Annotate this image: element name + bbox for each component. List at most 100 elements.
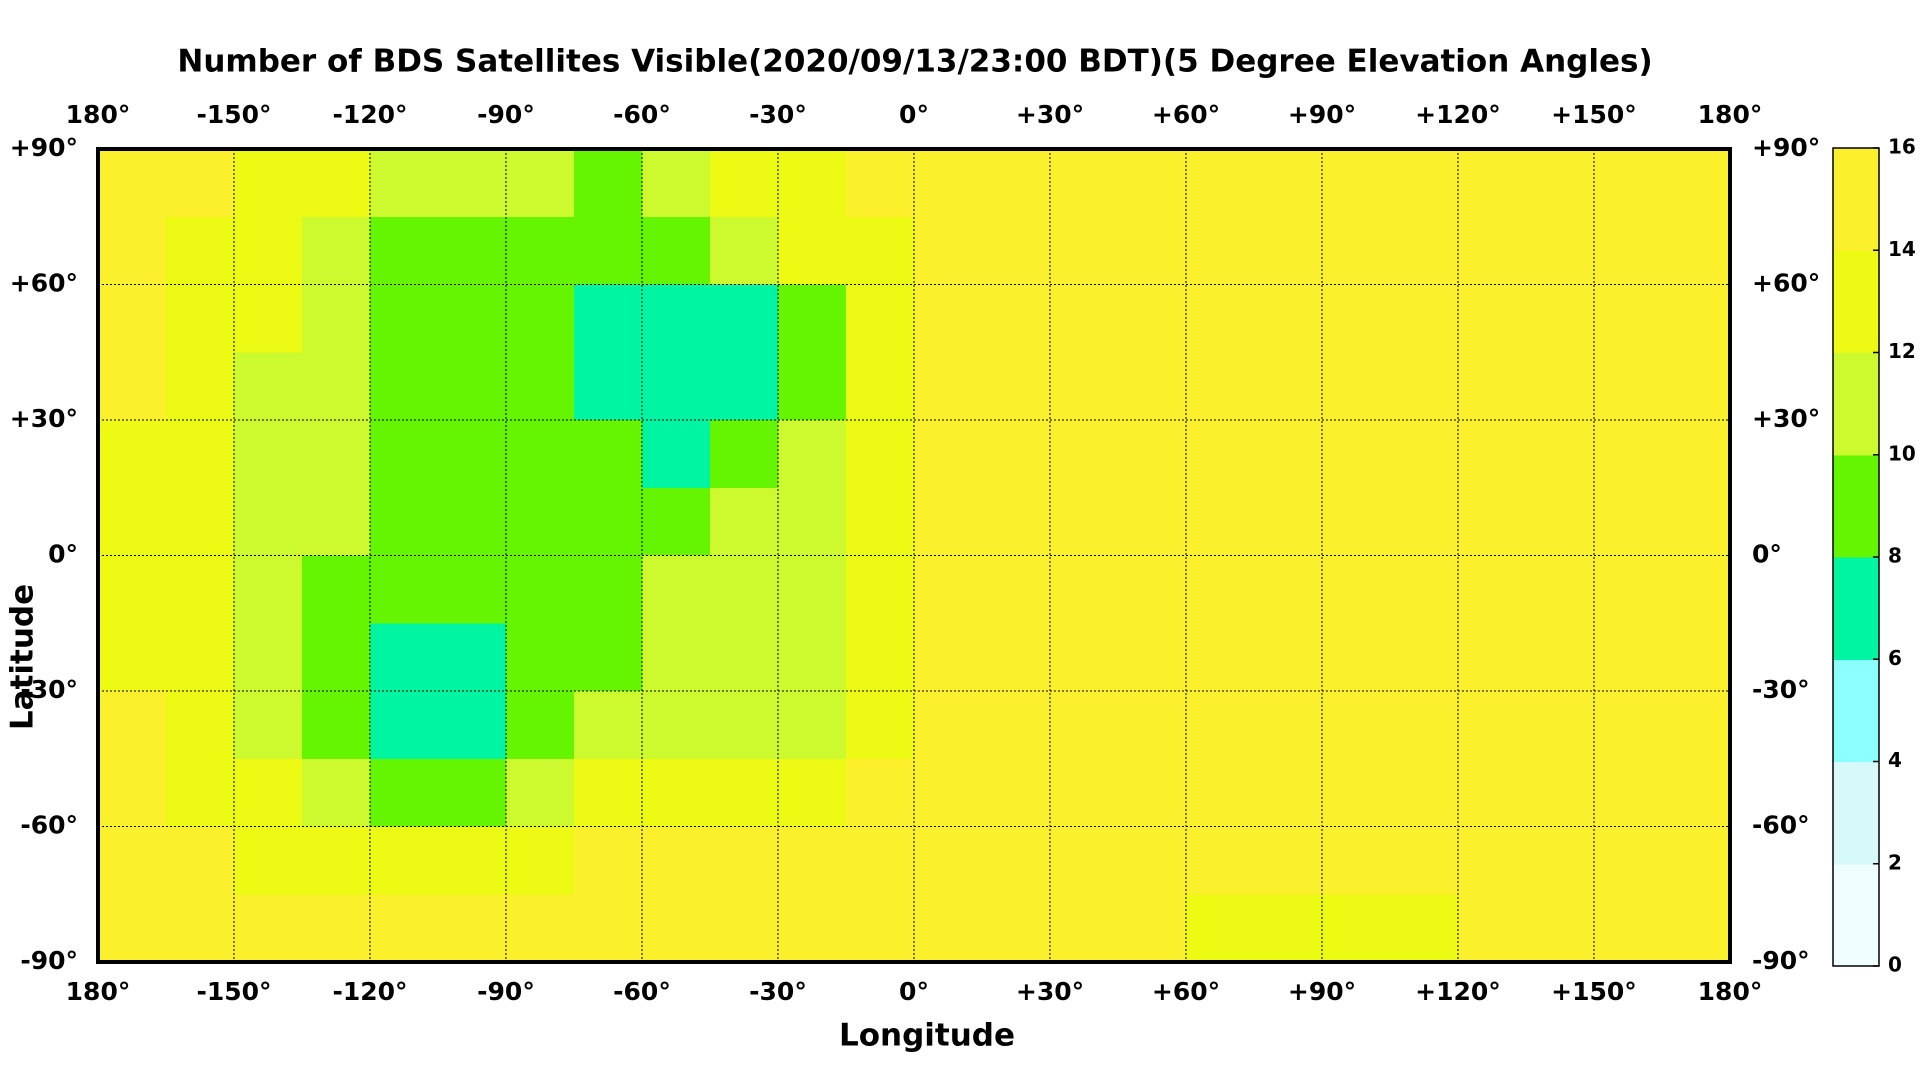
- x-tick-label: +90°: [1288, 977, 1356, 1006]
- heatmap-cell: [1254, 487, 1323, 556]
- colorbar-segment: [1833, 659, 1879, 762]
- heatmap-cell: [710, 284, 779, 353]
- heatmap-cell: [914, 555, 983, 624]
- heatmap-cell: [302, 284, 371, 353]
- x-tick-label-top: +30°: [1016, 100, 1084, 129]
- heatmap-cell: [166, 284, 235, 353]
- heatmap-cell: [982, 216, 1051, 285]
- heatmap-cell: [1186, 555, 1255, 624]
- heatmap-cell: [166, 352, 235, 421]
- heatmap-cell: [506, 284, 575, 353]
- heatmap-cell: [846, 216, 915, 285]
- x-tick-label-top: +60°: [1152, 100, 1220, 129]
- heatmap-cell: [574, 352, 643, 421]
- heatmap-cell: [1186, 487, 1255, 556]
- heatmap-cell: [1458, 826, 1527, 895]
- heatmap-cell: [1050, 487, 1119, 556]
- heatmap-cell: [642, 284, 711, 353]
- heatmap-cell: [1594, 352, 1663, 421]
- heatmap-cell: [166, 758, 235, 827]
- heatmap-cell: [914, 826, 983, 895]
- x-tick-label-top: +120°: [1415, 100, 1501, 129]
- heatmap: [98, 149, 1731, 963]
- x-tick-label: +150°: [1551, 977, 1637, 1006]
- heatmap-cell: [778, 487, 847, 556]
- heatmap-cell: [98, 623, 167, 692]
- heatmap-cell: [1254, 555, 1323, 624]
- colorbar-tick-label: 10: [1888, 441, 1916, 465]
- y-tick-label-right: -60°: [1752, 811, 1810, 840]
- heatmap-cell: [1322, 352, 1391, 421]
- x-tick-label: +30°: [1016, 977, 1084, 1006]
- x-tick-label-top: -120°: [332, 100, 407, 129]
- heatmap-cell: [1594, 555, 1663, 624]
- heatmap-cell: [642, 420, 711, 489]
- heatmap-cell: [1390, 487, 1459, 556]
- heatmap-cell: [1662, 894, 1731, 963]
- heatmap-cell: [1050, 555, 1119, 624]
- colorbar-tick-label: 14: [1888, 237, 1916, 261]
- heatmap-cell: [574, 826, 643, 895]
- colorbar-segment: [1833, 148, 1879, 251]
- heatmap-cell: [1118, 555, 1187, 624]
- heatmap-cell: [438, 894, 507, 963]
- heatmap-cell: [1458, 555, 1527, 624]
- heatmap-cell: [1526, 216, 1595, 285]
- heatmap-cell: [1118, 216, 1187, 285]
- heatmap-cell: [1662, 826, 1731, 895]
- heatmap-cell: [914, 487, 983, 556]
- y-tick-label-right: -90°: [1752, 946, 1810, 975]
- heatmap-cell: [98, 487, 167, 556]
- y-axis-label: Latitude: [5, 584, 41, 730]
- y-tick-label: +30°: [10, 404, 78, 433]
- heatmap-cell: [1118, 284, 1187, 353]
- heatmap-cell: [370, 420, 439, 489]
- heatmap-cell: [778, 826, 847, 895]
- heatmap-cell: [166, 149, 235, 218]
- heatmap-cell: [914, 352, 983, 421]
- heatmap-cell: [1050, 826, 1119, 895]
- heatmap-cell: [914, 623, 983, 692]
- heatmap-cell: [642, 894, 711, 963]
- heatmap-cell: [642, 758, 711, 827]
- heatmap-cell: [98, 284, 167, 353]
- colorbar-segment: [1833, 250, 1879, 353]
- heatmap-cell: [438, 758, 507, 827]
- heatmap-cell: [1662, 284, 1731, 353]
- heatmap-cell: [370, 487, 439, 556]
- heatmap-cell: [642, 216, 711, 285]
- heatmap-cell: [1458, 758, 1527, 827]
- heatmap-cell: [778, 758, 847, 827]
- colorbar: [1833, 148, 1879, 967]
- heatmap-cell: [574, 284, 643, 353]
- heatmap-cell: [1050, 352, 1119, 421]
- heatmap-cell: [1322, 487, 1391, 556]
- heatmap-cell: [438, 623, 507, 692]
- x-tick-label-top: 180°: [1698, 100, 1763, 129]
- heatmap-cell: [574, 216, 643, 285]
- heatmap-cell: [1254, 826, 1323, 895]
- heatmap-cell: [1526, 352, 1595, 421]
- heatmap-cell: [1526, 420, 1595, 489]
- heatmap-cell: [1526, 487, 1595, 556]
- heatmap-cell: [166, 487, 235, 556]
- heatmap-cell: [982, 420, 1051, 489]
- colorbar-tick-label: 4: [1888, 748, 1902, 772]
- heatmap-cell: [234, 826, 303, 895]
- heatmap-cell: [1594, 420, 1663, 489]
- heatmap-cell: [1118, 894, 1187, 963]
- x-tick-label-top: -30°: [749, 100, 807, 129]
- x-tick-label: -30°: [749, 977, 807, 1006]
- heatmap-cell: [1050, 758, 1119, 827]
- heatmap-cell: [1118, 420, 1187, 489]
- heatmap-cell: [506, 487, 575, 556]
- heatmap-cell: [370, 555, 439, 624]
- heatmap-cell: [1186, 149, 1255, 218]
- heatmap-cell: [1526, 149, 1595, 218]
- colorbar-tick-label: 12: [1888, 339, 1916, 363]
- heatmap-cell: [1526, 555, 1595, 624]
- heatmap-cell: [1118, 149, 1187, 218]
- heatmap-cell: [1118, 691, 1187, 760]
- heatmap-cell: [1662, 691, 1731, 760]
